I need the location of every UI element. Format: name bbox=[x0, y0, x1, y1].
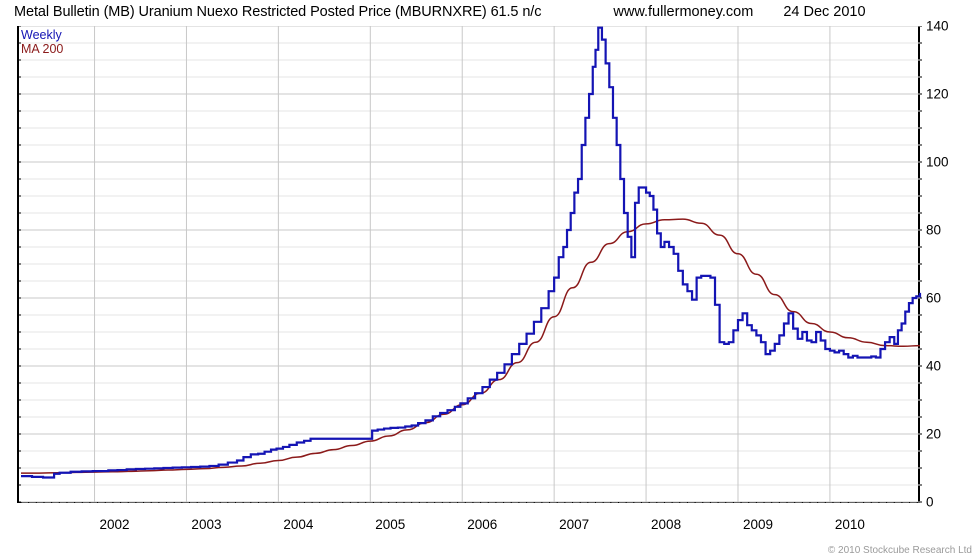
y-axis-tick-label: 20 bbox=[926, 426, 942, 442]
x-axis-tick-label: 2009 bbox=[742, 517, 774, 532]
y-axis-tick-label: 100 bbox=[926, 154, 949, 170]
plot-area bbox=[17, 26, 922, 503]
y-axis-tick-label: 40 bbox=[926, 358, 942, 374]
x-axis-tick-label: 2007 bbox=[559, 517, 590, 532]
y-axis-tick-label: 60 bbox=[926, 290, 942, 306]
y-axis-tick-label: 120 bbox=[926, 86, 949, 102]
y-axis-tick-label: 80 bbox=[926, 222, 942, 238]
chart-title: Metal Bulletin (MB) Uranium Nuexo Restri… bbox=[14, 4, 542, 20]
copyright-notice: © 2010 Stockcube Research Ltd bbox=[827, 545, 972, 556]
chart-header: Metal Bulletin (MB) Uranium Nuexo Restri… bbox=[0, 0, 980, 24]
y-axis-tick-label: 140 bbox=[926, 18, 949, 34]
chart-date: 24 Dec 2010 bbox=[783, 4, 866, 20]
x-axis-tick-label: 2003 bbox=[191, 517, 222, 532]
x-axis-tick-label: 2004 bbox=[283, 517, 314, 532]
x-axis-tick-label: 2008 bbox=[651, 517, 682, 532]
x-axis-tick-label: 2010 bbox=[834, 517, 865, 532]
x-axis-tick-label: 2005 bbox=[375, 517, 406, 532]
price-line-weekly bbox=[21, 26, 922, 479]
y-axis-labels: 0 20 40 60 80 100 120 140 bbox=[926, 0, 980, 560]
x-axis-tick-label: 2002 bbox=[99, 517, 130, 532]
y-axis-tick-label: 0 bbox=[926, 494, 934, 510]
x-axis-tick-label: 2006 bbox=[467, 517, 498, 532]
source-website: www.fullermoney.com bbox=[613, 4, 754, 20]
price-chart-svg bbox=[19, 26, 922, 503]
